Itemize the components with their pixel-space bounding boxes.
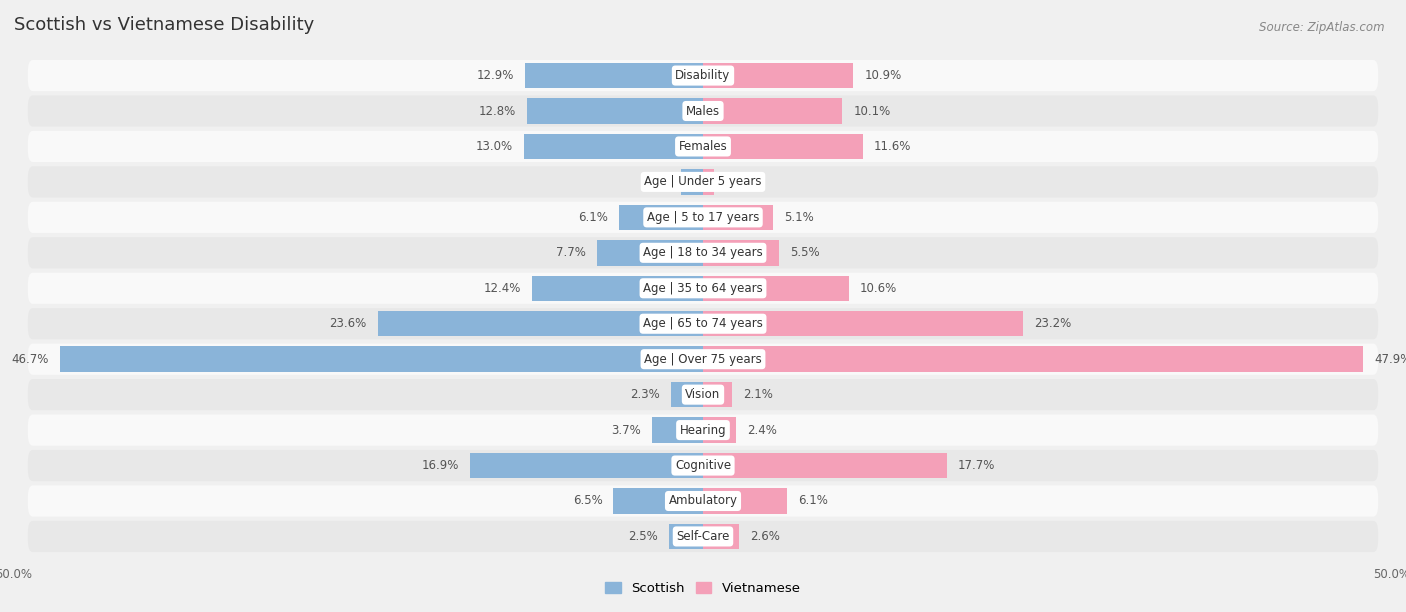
Bar	[531, 275, 703, 301]
Text: 2.1%: 2.1%	[742, 388, 773, 401]
Text: 2.5%: 2.5%	[628, 530, 658, 543]
FancyBboxPatch shape	[28, 379, 1378, 410]
Text: Females: Females	[679, 140, 727, 153]
Text: 6.1%: 6.1%	[799, 494, 828, 507]
Bar	[703, 346, 1362, 372]
Text: 12.9%: 12.9%	[477, 69, 515, 82]
FancyBboxPatch shape	[28, 237, 1378, 269]
Text: 2.4%: 2.4%	[747, 424, 778, 436]
FancyBboxPatch shape	[28, 131, 1378, 162]
Text: 6.5%: 6.5%	[572, 494, 602, 507]
Text: Disability: Disability	[675, 69, 731, 82]
Bar	[703, 275, 849, 301]
FancyBboxPatch shape	[28, 202, 1378, 233]
Bar	[703, 382, 733, 408]
Text: 47.9%: 47.9%	[1374, 353, 1406, 366]
FancyBboxPatch shape	[28, 166, 1378, 198]
Bar	[703, 524, 738, 549]
Legend: Scottish, Vietnamese: Scottish, Vietnamese	[600, 577, 806, 600]
Text: 7.7%: 7.7%	[555, 246, 586, 259]
Text: 17.7%: 17.7%	[957, 459, 995, 472]
Text: 2.6%: 2.6%	[749, 530, 780, 543]
FancyBboxPatch shape	[28, 414, 1378, 446]
FancyBboxPatch shape	[28, 273, 1378, 304]
Bar	[619, 204, 703, 230]
Text: 10.9%: 10.9%	[865, 69, 901, 82]
Bar	[669, 524, 703, 549]
Text: Age | 5 to 17 years: Age | 5 to 17 years	[647, 211, 759, 224]
Bar	[703, 133, 863, 159]
Bar	[703, 204, 773, 230]
Bar	[671, 382, 703, 408]
FancyBboxPatch shape	[28, 485, 1378, 517]
Bar	[703, 311, 1022, 337]
FancyBboxPatch shape	[28, 308, 1378, 339]
Bar	[470, 453, 703, 479]
Text: 5.5%: 5.5%	[790, 246, 820, 259]
Text: 46.7%: 46.7%	[11, 353, 48, 366]
Text: 3.7%: 3.7%	[612, 424, 641, 436]
Text: 23.2%: 23.2%	[1033, 317, 1071, 330]
Text: Age | Under 5 years: Age | Under 5 years	[644, 176, 762, 188]
Text: 6.1%: 6.1%	[578, 211, 607, 224]
Text: Age | 35 to 64 years: Age | 35 to 64 years	[643, 282, 763, 295]
Text: Scottish vs Vietnamese Disability: Scottish vs Vietnamese Disability	[14, 15, 315, 34]
Text: Vision: Vision	[685, 388, 721, 401]
Text: Self-Care: Self-Care	[676, 530, 730, 543]
Bar	[613, 488, 703, 513]
Text: 11.6%: 11.6%	[875, 140, 911, 153]
Bar	[681, 169, 703, 195]
Text: 10.6%: 10.6%	[860, 282, 897, 295]
Text: 13.0%: 13.0%	[475, 140, 513, 153]
Text: 0.81%: 0.81%	[725, 176, 762, 188]
Bar	[703, 169, 714, 195]
Bar	[598, 240, 703, 266]
Text: 23.6%: 23.6%	[329, 317, 367, 330]
FancyBboxPatch shape	[28, 343, 1378, 375]
Text: 16.9%: 16.9%	[422, 459, 460, 472]
Text: Ambulatory: Ambulatory	[668, 494, 738, 507]
Bar	[526, 63, 703, 88]
FancyBboxPatch shape	[28, 95, 1378, 127]
Text: Cognitive: Cognitive	[675, 459, 731, 472]
Text: 1.6%: 1.6%	[640, 176, 669, 188]
Text: Age | Over 75 years: Age | Over 75 years	[644, 353, 762, 366]
Text: Hearing: Hearing	[679, 424, 727, 436]
Bar	[378, 311, 703, 337]
FancyBboxPatch shape	[28, 450, 1378, 481]
Text: Source: ZipAtlas.com: Source: ZipAtlas.com	[1260, 21, 1385, 34]
Bar	[703, 240, 779, 266]
Bar	[703, 488, 787, 513]
Bar	[703, 63, 853, 88]
Bar	[524, 133, 703, 159]
Bar	[703, 417, 737, 443]
Bar	[703, 453, 946, 479]
Bar	[59, 346, 703, 372]
FancyBboxPatch shape	[28, 521, 1378, 552]
Text: 10.1%: 10.1%	[853, 105, 890, 118]
Text: 5.1%: 5.1%	[785, 211, 814, 224]
Text: Age | 18 to 34 years: Age | 18 to 34 years	[643, 246, 763, 259]
Text: 12.8%: 12.8%	[478, 105, 516, 118]
Bar	[652, 417, 703, 443]
Text: 2.3%: 2.3%	[630, 388, 661, 401]
Text: Males: Males	[686, 105, 720, 118]
Text: Age | 65 to 74 years: Age | 65 to 74 years	[643, 317, 763, 330]
FancyBboxPatch shape	[28, 60, 1378, 91]
Text: 12.4%: 12.4%	[484, 282, 522, 295]
Bar	[527, 99, 703, 124]
Bar	[703, 99, 842, 124]
